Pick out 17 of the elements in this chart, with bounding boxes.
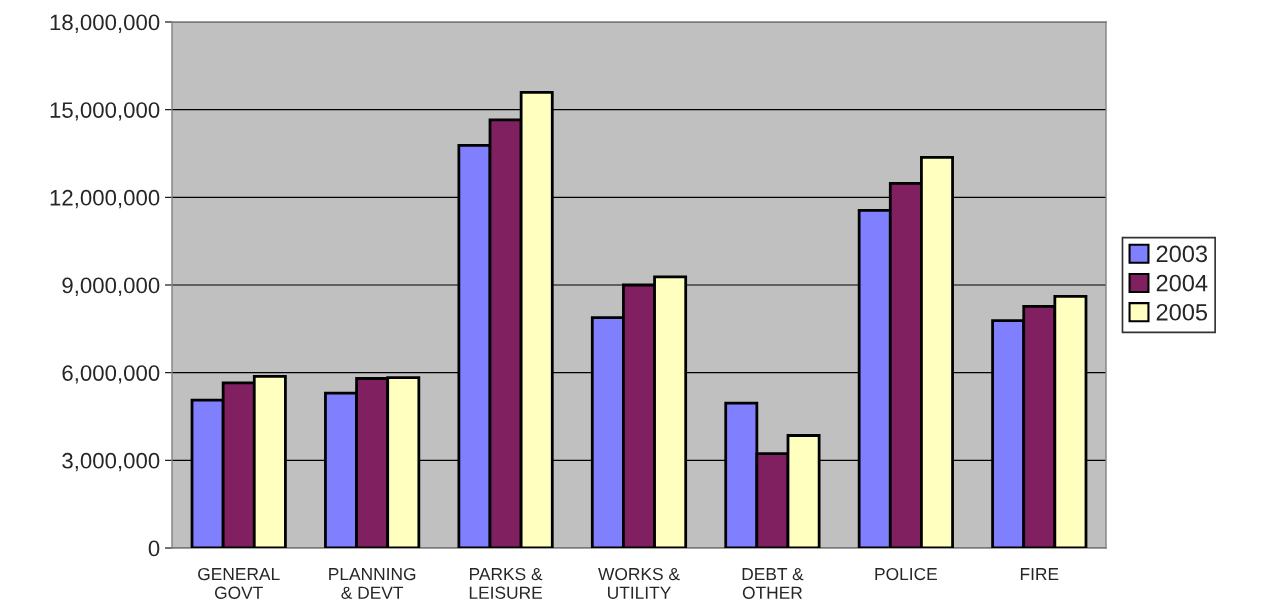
- x-tick-label: PARKS & LEISURE: [469, 567, 543, 599]
- y-tick-label: 18,000,000: [50, 14, 160, 33]
- y-tick-label: 9,000,000: [62, 277, 160, 296]
- legend-label: 2005: [1156, 303, 1208, 321]
- y-tick-label: 12,000,000: [50, 189, 160, 209]
- x-tick-label: POLICE: [875, 567, 937, 581]
- x-tick-label: DEBT & OTHER: [742, 568, 804, 599]
- legend-label: 2004: [1156, 274, 1208, 292]
- y-tick-label: 6,000,000: [62, 365, 160, 384]
- y-tick-label: 0: [148, 540, 160, 557]
- y-tick-label: 3,000,000: [62, 452, 160, 472]
- x-tick-label: PLANNING & DEVT: [329, 567, 416, 599]
- legend-label: 2003: [1156, 245, 1208, 263]
- y-tick-label: 15,000,000: [50, 102, 160, 121]
- x-tick-label: GENERAL GOVT: [198, 567, 280, 599]
- x-tick-label: FIRE: [1020, 568, 1059, 581]
- x-tick-label: WORKS & UTILITY: [598, 567, 680, 599]
